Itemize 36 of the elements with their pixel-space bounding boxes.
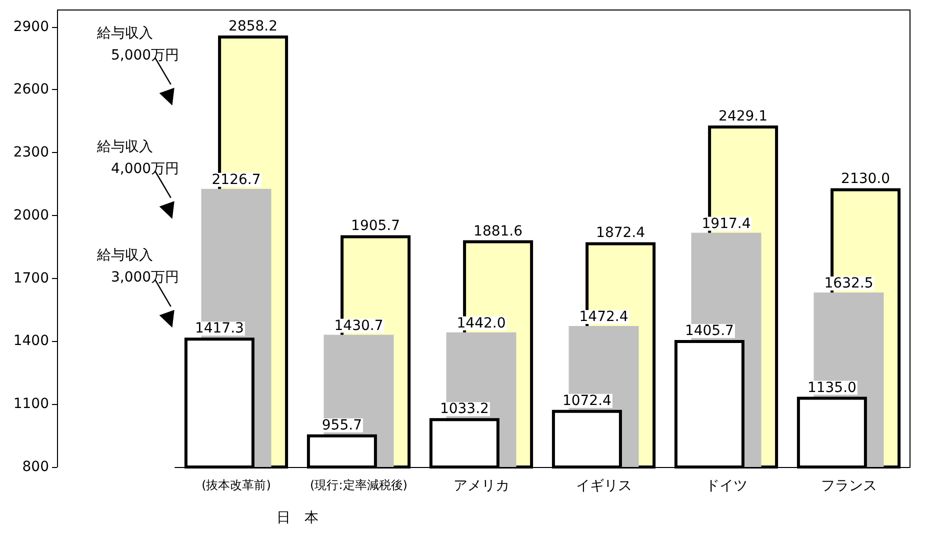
x-tick-label: (抜本改革前) xyxy=(202,478,271,492)
data-label: 1905.7 xyxy=(351,218,400,234)
y-tick-label: 2900 xyxy=(13,18,49,35)
data-label: 1417.3 xyxy=(194,320,244,337)
data-label: 1881.6 xyxy=(474,223,523,240)
data-label: 2130.0 xyxy=(841,171,890,188)
data-label: 1872.4 xyxy=(596,225,646,242)
data-label: 1430.7 xyxy=(334,318,384,334)
x-tick-label: アメリカ xyxy=(453,478,510,494)
data-label: 1442.0 xyxy=(456,315,506,332)
data-label: 2429.1 xyxy=(718,108,768,124)
data-label: 1072.4 xyxy=(562,392,612,409)
y-tick-label: 2000 xyxy=(13,207,49,224)
y-tick-label: 1700 xyxy=(13,270,49,286)
y-tick-label: 1100 xyxy=(13,396,49,412)
y-tick-label: 2600 xyxy=(13,82,49,98)
data-label: 1632.5 xyxy=(824,275,874,292)
y-tick-label: 800 xyxy=(22,459,49,475)
y-tick-label: 1400 xyxy=(13,333,49,350)
x-tick-label: フランス xyxy=(820,478,877,494)
data-label: 2126.7 xyxy=(212,172,261,188)
data-label: 955.7 xyxy=(322,417,362,434)
x-tick-label: (現行:定率減税後) xyxy=(310,478,408,492)
annotation: 給与収入 5,000万円 xyxy=(96,26,180,64)
data-label: 1472.4 xyxy=(579,309,628,326)
data-label: 1917.4 xyxy=(702,216,751,232)
annotation: 給与収入 3,000万円 xyxy=(96,248,180,286)
data-label: 1135.0 xyxy=(807,380,856,396)
data-label: 1405.7 xyxy=(684,323,734,340)
data-label: 2858.2 xyxy=(228,18,278,35)
x-tick-label: ドイツ xyxy=(705,478,748,494)
x-tick-label: イギリス xyxy=(576,478,632,494)
y-tick-label: 2300 xyxy=(13,144,49,161)
annotation: 給与収入 4,000万円 xyxy=(96,138,180,177)
text: 日 本 xyxy=(276,510,318,526)
data-label: 1033.2 xyxy=(440,401,489,418)
